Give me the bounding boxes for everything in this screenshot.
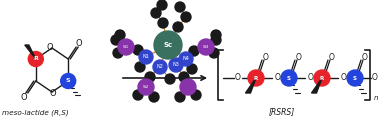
Circle shape: [165, 74, 175, 84]
Text: N3: N3: [173, 62, 180, 67]
Text: O: O: [20, 93, 27, 102]
Text: Si2: Si2: [143, 85, 149, 89]
Text: O: O: [329, 52, 335, 62]
Circle shape: [211, 30, 221, 40]
Circle shape: [180, 79, 196, 95]
Text: R: R: [33, 57, 38, 62]
Circle shape: [118, 39, 134, 55]
Circle shape: [181, 12, 191, 22]
Text: O: O: [308, 74, 314, 82]
Circle shape: [198, 39, 214, 55]
Text: R: R: [254, 76, 258, 80]
Circle shape: [154, 31, 182, 59]
Circle shape: [179, 72, 189, 82]
Circle shape: [314, 70, 330, 86]
Circle shape: [151, 8, 161, 18]
Circle shape: [187, 64, 197, 74]
Circle shape: [111, 35, 121, 45]
Circle shape: [175, 2, 185, 12]
Text: S: S: [66, 78, 71, 83]
Text: n: n: [374, 95, 378, 101]
Text: S: S: [287, 76, 291, 80]
Text: Si1: Si1: [123, 45, 129, 49]
Text: O: O: [275, 74, 281, 82]
Text: meso-lactide (R,S): meso-lactide (R,S): [2, 109, 69, 116]
Text: O: O: [76, 40, 82, 48]
Text: [RSRS]: [RSRS]: [269, 107, 295, 116]
Circle shape: [281, 70, 297, 86]
Text: O: O: [263, 52, 269, 62]
Text: O: O: [372, 74, 378, 82]
Circle shape: [61, 74, 76, 89]
Text: N1: N1: [143, 55, 149, 60]
Text: Si3: Si3: [203, 45, 209, 49]
Circle shape: [173, 22, 183, 32]
Circle shape: [209, 48, 219, 58]
Text: O: O: [235, 74, 241, 82]
Circle shape: [157, 0, 167, 10]
Circle shape: [145, 72, 155, 82]
Circle shape: [133, 45, 143, 55]
Polygon shape: [25, 45, 36, 59]
Text: O: O: [362, 52, 368, 62]
Circle shape: [189, 46, 199, 56]
Text: O: O: [296, 52, 302, 62]
Circle shape: [191, 90, 201, 100]
Circle shape: [135, 62, 145, 72]
Circle shape: [175, 92, 185, 102]
Circle shape: [153, 60, 167, 74]
Circle shape: [248, 70, 264, 86]
Polygon shape: [245, 78, 256, 93]
Circle shape: [347, 70, 363, 86]
Text: R: R: [320, 76, 324, 80]
Circle shape: [179, 52, 193, 66]
Circle shape: [138, 79, 154, 95]
Circle shape: [211, 35, 221, 45]
Text: O: O: [50, 90, 56, 98]
Circle shape: [115, 30, 125, 40]
Circle shape: [133, 90, 143, 100]
Circle shape: [113, 48, 123, 58]
Text: N2: N2: [156, 64, 163, 69]
Circle shape: [169, 58, 183, 72]
Text: S: S: [353, 76, 357, 80]
Circle shape: [139, 50, 153, 64]
Text: Sc: Sc: [163, 42, 173, 48]
Circle shape: [149, 92, 159, 102]
Text: N4: N4: [183, 57, 189, 62]
Circle shape: [28, 51, 43, 66]
Polygon shape: [311, 78, 322, 93]
Text: O: O: [47, 43, 53, 51]
Circle shape: [158, 18, 168, 28]
Text: O: O: [341, 74, 347, 82]
